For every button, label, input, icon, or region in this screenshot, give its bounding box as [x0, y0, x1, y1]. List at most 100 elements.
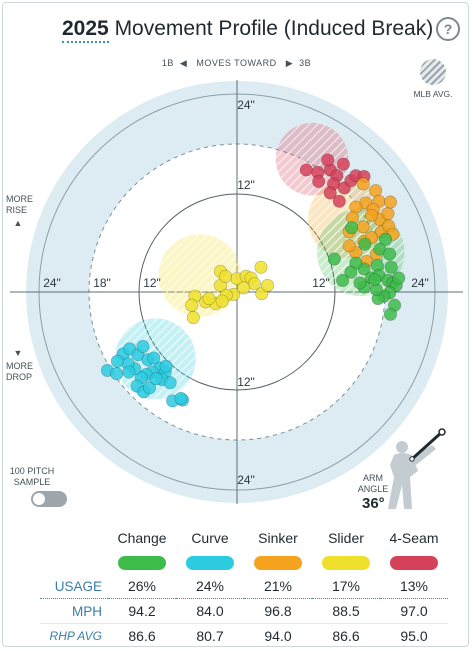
pitch-point-change[interactable] [378, 232, 393, 246]
pitch-point-curve[interactable] [110, 354, 124, 368]
mlb-avg-swatch [420, 59, 446, 85]
pitch-point-curve[interactable] [122, 365, 136, 379]
col-curve: Curve [191, 530, 229, 546]
pitch-point-change[interactable] [336, 273, 350, 287]
pitch-point-curve[interactable] [149, 372, 163, 386]
tick-label-left-12: 12" [143, 276, 161, 290]
pitch-point-change[interactable] [384, 260, 398, 274]
pitch-point-sinker[interactable] [356, 177, 370, 191]
arm-angle-line2: ANGLE [357, 484, 389, 494]
sinker-pill[interactable] [254, 556, 302, 571]
col-sinker: Sinker [258, 530, 298, 546]
sample-label: 100 PITCH SAMPLE [6, 466, 58, 488]
pitch-point-curve[interactable] [174, 391, 188, 405]
pitch-point-sinker[interactable] [356, 220, 370, 234]
pitch-point-change[interactable] [368, 273, 382, 287]
sample-toggle[interactable] [31, 491, 67, 507]
arrow-down-icon: ▼ [13, 348, 23, 358]
change-pill[interactable] [118, 556, 166, 571]
sample-line2: SAMPLE [13, 477, 51, 487]
mph-value: 97.0 [380, 598, 448, 624]
tick-label-top-24: 24" [237, 98, 255, 112]
4seam-pill[interactable] [390, 556, 438, 571]
pitch-point-slider[interactable] [215, 294, 229, 308]
header-spacer [40, 526, 108, 550]
arm-angle-value: 36° [362, 495, 385, 512]
pitch-point-slider[interactable] [186, 311, 200, 325]
pitch-point-change[interactable] [383, 307, 397, 321]
pitch-point-change[interactable] [353, 276, 367, 290]
usage-value: 13% [380, 574, 448, 599]
rhp-value: 86.6 [332, 628, 360, 644]
mlb-avg-hatch [275, 122, 349, 196]
pitch-point-change[interactable] [344, 265, 358, 279]
pitch-point-slider[interactable] [237, 281, 251, 295]
pitch-point-curve[interactable] [143, 381, 157, 395]
mph-value: 94.2 [108, 598, 176, 624]
mlb-avg-label: MLB AVG. [413, 89, 453, 99]
page-title: 2025 Movement Profile (Induced Break) [62, 17, 433, 43]
color-spacer [40, 550, 108, 574]
card-frame [2, 2, 469, 647]
pitch-point-4-seam[interactable] [336, 157, 350, 171]
tick-label-left-24: 24" [43, 276, 61, 290]
pitch-point-4-seam[interactable] [332, 194, 346, 208]
pitch-point-change[interactable] [327, 252, 341, 266]
arrow-left-icon: ◀ [179, 58, 188, 68]
rhp-value: 80.7 [196, 628, 224, 644]
pitch-point-sinker[interactable] [364, 208, 379, 222]
pitch-point-curve[interactable] [110, 367, 124, 381]
pitch-point-slider[interactable] [202, 292, 216, 306]
rhp-value: 95.0 [400, 628, 428, 644]
more-drop-line2: DROP [6, 372, 33, 382]
pitcher-icon [388, 428, 446, 509]
pitch-point-slider[interactable] [254, 260, 268, 274]
usage-value: 17% [312, 574, 380, 599]
mph-value: 84.0 [176, 598, 244, 624]
rhp-row: RHP AVG 86.6 80.7 94.0 86.6 95.0 [40, 624, 448, 649]
arrow-up-icon: ▲ [13, 218, 23, 228]
stats-color-row [40, 550, 448, 574]
pitch-point-curve[interactable] [159, 359, 173, 373]
tick-label-bottom-12: 12" [237, 375, 255, 389]
movement-plot: 24" 18" 12" 12" 24" 24" 12" 12" 24" [10, 80, 463, 504]
pitch-point-4-seam[interactable] [312, 174, 326, 188]
pitch-point-curve[interactable] [147, 351, 161, 365]
direction-middle: MOVES TOWARD [196, 58, 277, 68]
slider-pill[interactable] [322, 556, 370, 571]
usage-value: 26% [108, 574, 176, 599]
usage-label: USAGE [40, 574, 108, 599]
pitch-point-slider[interactable] [218, 269, 232, 283]
arm-angle-label: ARM ANGLE [352, 473, 394, 495]
more-rise-line1: MORE [6, 194, 33, 204]
pitch-point-change[interactable] [345, 221, 359, 235]
pitch-point-sinker[interactable] [342, 239, 356, 253]
usage-row: USAGE 26% 24% 21% 17% 13% [40, 574, 448, 599]
help-icon[interactable]: ? [436, 17, 460, 41]
pitch-point-slider[interactable] [185, 298, 199, 312]
tick-label-top-12: 12" [237, 178, 255, 192]
pitch-point-4-seam[interactable] [299, 163, 313, 177]
tick-label-left-18: 18" [93, 276, 111, 290]
pitch-point-sinker[interactable] [381, 207, 395, 221]
pitch-point-curve[interactable] [163, 376, 177, 390]
pitch-point-4-seam[interactable] [321, 153, 335, 167]
pitch-point-4-seam[interactable] [323, 186, 337, 200]
curve-pill[interactable] [186, 556, 234, 571]
toggle-knob [33, 493, 45, 505]
arm-angle-line1: ARM [363, 473, 383, 483]
direction-label: 1B ◀ MOVES TOWARD ▶ 3B [0, 58, 473, 69]
mph-row: MPH 94.2 84.0 96.8 88.5 97.0 [40, 598, 448, 624]
pitch-point-change[interactable] [383, 247, 397, 261]
pitch-point-curve[interactable] [136, 339, 150, 353]
pitch-point-change[interactable] [392, 271, 406, 285]
col-slider: Slider [328, 530, 364, 546]
more-drop-line1: MORE [6, 361, 33, 371]
rhp-label: RHP AVG [49, 629, 102, 643]
pitch-point-sinker[interactable] [383, 195, 397, 209]
stats-header-row: Change Curve Sinker Slider 4-Seam [40, 526, 448, 550]
pitch-point-slider[interactable] [260, 278, 275, 292]
title-year: 2025 [62, 17, 109, 43]
col-change: Change [117, 530, 167, 546]
pitch-point-change[interactable] [358, 237, 372, 251]
